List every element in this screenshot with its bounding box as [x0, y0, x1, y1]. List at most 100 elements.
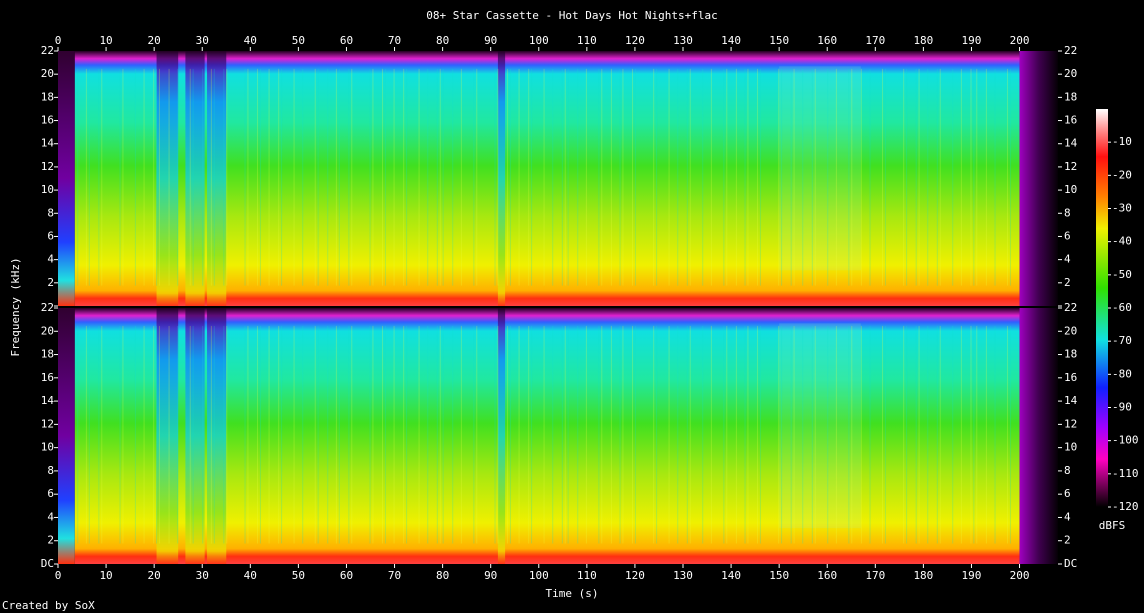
y-tick-label: 2	[47, 276, 54, 289]
spectrogram-streak	[348, 68, 350, 286]
spectrogram-streak	[723, 325, 725, 544]
y-tick-label: 22	[1064, 301, 1077, 314]
spectrogram-streak	[634, 68, 636, 286]
y-tick-label: 14	[41, 137, 55, 150]
spectrogram-streak	[848, 325, 850, 544]
x-tick-label: 80	[436, 34, 449, 47]
spectrogram-dip	[497, 51, 506, 306]
spectrogram-streak	[622, 68, 624, 286]
spectrogram-streak	[1007, 325, 1009, 544]
spectrogram-lead	[58, 51, 75, 306]
spectrogram-streak	[960, 68, 962, 286]
y-tick-label: 18	[1064, 348, 1077, 361]
spectrogram-streak	[88, 68, 90, 286]
y-tick-label: 22	[41, 301, 54, 314]
spectrogram-streak	[223, 325, 225, 544]
spectrogram-streak	[668, 325, 670, 544]
spectrogram-streak	[436, 68, 438, 286]
spectrogram-streak	[710, 68, 712, 286]
spectrogram-streak	[226, 325, 228, 544]
spectrogram-streak	[702, 325, 704, 544]
spectrogram-streak	[473, 68, 475, 286]
spectrogram-streak	[382, 68, 384, 286]
spectrogram-streak	[882, 68, 884, 286]
spectrogram	[74, 308, 1020, 564]
spectrogram-streak	[778, 68, 780, 286]
spectrogram-streak	[686, 68, 688, 286]
spectrogram-streak	[802, 325, 804, 544]
x-tick-label: 180	[913, 34, 933, 47]
spectrogram-streak	[497, 325, 499, 544]
spectrogram-streak	[903, 325, 905, 544]
spectrogram-streak	[460, 68, 462, 286]
spectrogram-streak	[668, 68, 670, 286]
x-tick-label: 90	[484, 34, 497, 47]
spectrogram-streak	[335, 68, 337, 286]
y-tick-label: 18	[41, 348, 54, 361]
y-tick-label: 2	[1064, 276, 1071, 289]
spectrogram-streak	[452, 325, 454, 544]
spectrogram-streak	[848, 68, 850, 286]
spectrogram-streak	[985, 325, 987, 544]
x-tick-label: 200	[1010, 34, 1030, 47]
spectrogram-streak	[384, 325, 386, 544]
spectrogram-streak	[793, 68, 795, 286]
spectrogram-streak	[564, 68, 566, 286]
spectrogram-streak	[85, 68, 87, 286]
spectrogram-speckle	[779, 323, 861, 529]
spectrogram-streak	[293, 325, 295, 544]
spectrogram-streak	[918, 68, 920, 286]
x-tick-label: 190	[962, 569, 982, 582]
spectrogram-streak	[338, 325, 340, 544]
spectrogram-streak	[439, 68, 441, 286]
y-tick-label: 6	[1064, 229, 1071, 242]
y-tick-label: 4	[47, 510, 54, 523]
spectrogram-streak	[302, 325, 304, 544]
spectrogram-streak	[257, 68, 259, 286]
x-tick-label: 130	[673, 34, 693, 47]
colorbar-tick-label: -20	[1112, 168, 1132, 181]
spectrogram-streak	[427, 325, 429, 544]
x-tick-label: 0	[55, 569, 62, 582]
spectrogram-streak	[531, 68, 533, 286]
spectrogram-streak	[213, 68, 215, 286]
spectrogram-streak	[634, 325, 636, 544]
spectrogram-streak	[994, 68, 996, 286]
spectrogram-streak	[744, 68, 746, 286]
spectrogram-streak	[494, 325, 496, 544]
x-tick-label: 10	[99, 569, 112, 582]
x-tick-label: 160	[817, 34, 837, 47]
x-axis-label: Time (s)	[546, 587, 599, 600]
spectrogram-streak	[585, 325, 587, 544]
spectrogram-streak	[710, 325, 712, 544]
colorbar-tick-label: -30	[1112, 202, 1132, 215]
spectrogram-streak	[851, 68, 853, 286]
spectrogram-streak	[509, 68, 511, 286]
y-tick-label: 12	[1064, 417, 1077, 430]
spectrogram-streak	[757, 68, 759, 286]
spectrogram-streak	[293, 68, 295, 286]
spectrogram-streak	[781, 325, 783, 544]
spectrogram-streak	[189, 68, 191, 286]
spectrogram-streak	[85, 325, 87, 544]
x-tick-label: 140	[721, 34, 741, 47]
spectrogram-streak	[610, 68, 612, 286]
spectrogram-streak	[317, 325, 319, 544]
colorbar	[1096, 109, 1108, 507]
spectrogram-streak	[101, 68, 103, 286]
spectrogram-streak	[153, 325, 155, 544]
x-tick-label: 70	[388, 569, 401, 582]
spectrogram-streak	[601, 68, 603, 286]
spectrogram-streak	[372, 325, 374, 544]
y-tick-label: 22	[41, 44, 54, 57]
x-tick-label: 0	[55, 34, 62, 47]
x-tick-label: 200	[1010, 569, 1030, 582]
x-tick-label: 160	[817, 569, 837, 582]
colorbar-tick-label: -70	[1112, 334, 1132, 347]
spectrogram-streak	[268, 68, 270, 286]
spectrogram-streak	[1009, 68, 1011, 286]
spectrogram-streak	[351, 68, 353, 286]
x-tick-label: 30	[196, 34, 209, 47]
x-tick-label: 190	[962, 34, 982, 47]
